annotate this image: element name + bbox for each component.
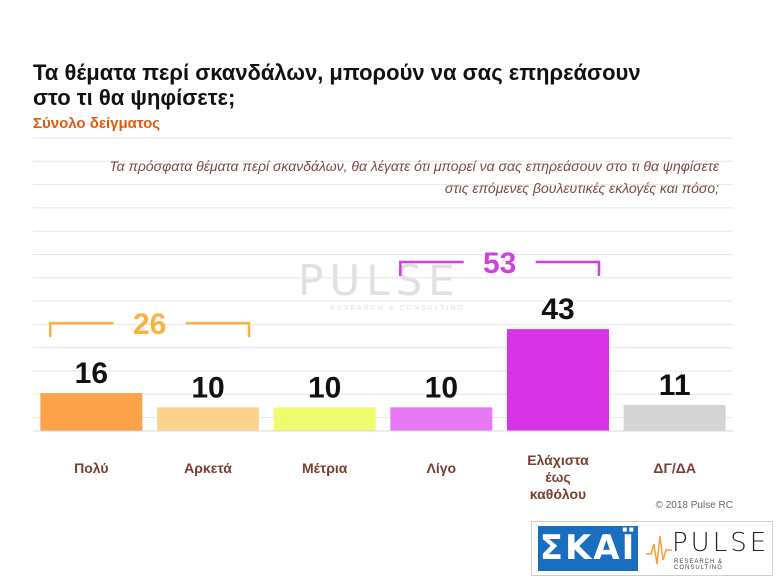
pulse-logo: PULSE RESEARCH & CONSULTING xyxy=(646,526,768,571)
bar xyxy=(507,329,609,431)
data-label: 43 xyxy=(541,293,574,326)
pulse-logo-sub: RESEARCH & CONSULTING xyxy=(674,559,724,571)
chart-title: Τα θέματα περί σκανδάλων, μπορούν να σας… xyxy=(33,60,641,110)
bar xyxy=(623,404,726,431)
data-label: 16 xyxy=(75,357,108,390)
category-label: Αρκετά xyxy=(184,460,232,476)
group-total-label: 53 xyxy=(483,247,516,280)
bar xyxy=(390,407,493,431)
category-label: Λίγο xyxy=(427,460,457,476)
group-bracket xyxy=(49,321,251,338)
group-total-label: 26 xyxy=(133,308,166,341)
group-bracket xyxy=(399,260,601,276)
bar xyxy=(40,393,143,431)
category-label: ΔΓ/ΔΑ xyxy=(653,460,696,476)
copyright-note: © 2018 Pulse RC xyxy=(655,500,733,511)
pulse-logo-word: PULSE xyxy=(672,528,770,558)
data-label: 11 xyxy=(659,369,691,402)
category-label: Μέτρια xyxy=(302,460,348,476)
skai-logo: ΣΚΑΪ xyxy=(538,526,638,571)
pulse-wave-icon xyxy=(646,535,672,565)
survey-question: Τα πρόσφατα θέματα περί σκανδάλων, θα λέ… xyxy=(109,158,719,196)
bar xyxy=(157,407,259,431)
category-label: Πολύ xyxy=(74,460,108,476)
data-label: 10 xyxy=(191,371,224,404)
data-label: 10 xyxy=(308,371,341,404)
bar xyxy=(273,407,376,431)
category-label: Ελάχιστα έως καθόλου xyxy=(527,452,589,502)
logo-panel: ΣΚΑΪ PULSE RESEARCH & CONSULTING xyxy=(531,521,773,576)
chart-subtitle: Σύνολο δείγματος xyxy=(33,115,161,132)
data-label: 10 xyxy=(425,371,458,404)
